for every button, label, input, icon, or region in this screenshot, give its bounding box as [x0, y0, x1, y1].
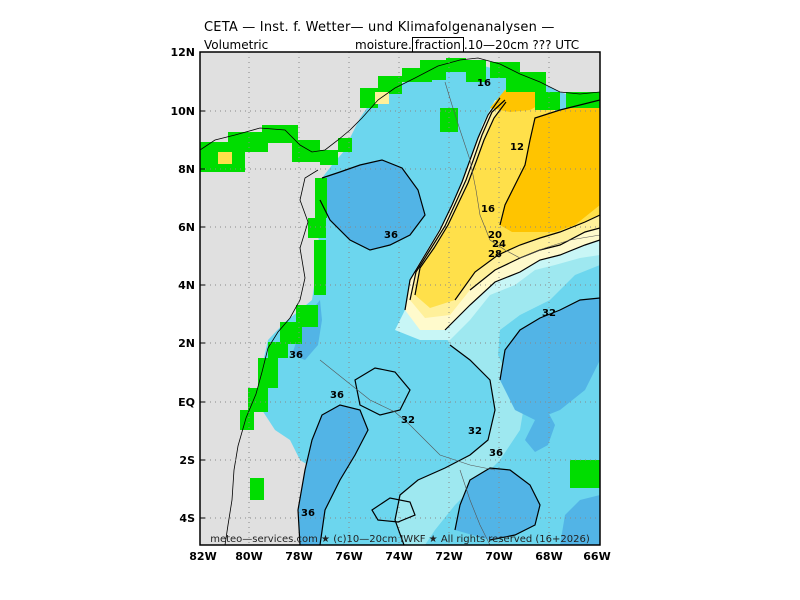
driest-zone — [500, 100, 600, 232]
lon-tick-label: 76W — [335, 550, 362, 563]
lat-tick-label: 8N — [178, 163, 195, 176]
lon-tick-label: 70W — [485, 550, 512, 563]
wet-patch-small — [525, 412, 555, 452]
contour-label: 32 — [542, 308, 556, 319]
lat-tick-label: 2S — [179, 454, 195, 467]
coastal-mask — [200, 58, 600, 500]
map-title: CETA — Inst. f. Wetter— und Klimafolgena… — [204, 20, 555, 35]
lat-tick-label: EQ — [178, 396, 195, 409]
contour-label: 36 — [489, 448, 503, 459]
contour-label: 12 — [510, 142, 524, 153]
lon-tick-label: 72W — [435, 550, 462, 563]
contour-label: 36 — [301, 508, 315, 519]
contour-label: 36 — [289, 350, 303, 361]
lat-tick-label: 6N — [178, 221, 195, 234]
contour-label: 24 — [492, 239, 506, 250]
lon-tick-label: 78W — [285, 550, 312, 563]
lat-tick-label: 4N — [178, 279, 195, 292]
contour-label: 16 — [481, 204, 495, 215]
variable-label: Volumetric — [204, 38, 269, 52]
lat-tick-label: 10N — [170, 105, 195, 118]
wet-patch-south — [298, 405, 368, 545]
pacific-coast — [224, 169, 319, 545]
contour-label: 16 — [477, 78, 491, 89]
wet-patch-southeast — [455, 468, 540, 540]
contour-label: 32 — [401, 415, 415, 426]
lon-tick-label: 66W — [583, 550, 610, 563]
panama-dry-patch — [218, 152, 232, 164]
lon-tick-label: 80W — [235, 550, 262, 563]
lat-tick-label: 4S — [179, 512, 195, 525]
contour-label: 20 — [488, 230, 502, 241]
lat-tick-label: 12N — [170, 46, 195, 59]
credit-footer: meteo—services.com ★ (c)10—20cm IWKF ★ A… — [210, 534, 590, 545]
map-frame — [199, 51, 601, 546]
lat-tick-label: 2N — [178, 337, 195, 350]
contour-label: 36 — [384, 230, 398, 241]
contour-label: 36 — [330, 390, 344, 401]
variable-unit-label: moisture. fraction .10—20cm ??? UTC — [355, 37, 580, 53]
wet-patch-southeast-2 — [560, 495, 600, 545]
unit-box: fraction — [411, 37, 464, 53]
contour-lines — [297, 97, 600, 545]
coastline — [200, 57, 600, 153]
lon-tick-label: 68W — [535, 550, 562, 563]
lon-tick-label: 82W — [189, 550, 216, 563]
wet-patch-east — [500, 298, 600, 420]
graticule — [200, 52, 600, 545]
contour-label: 28 — [488, 249, 502, 260]
country-borders — [319, 81, 600, 545]
lon-tick-label: 74W — [385, 550, 412, 563]
contour-label: 32 — [468, 426, 482, 437]
